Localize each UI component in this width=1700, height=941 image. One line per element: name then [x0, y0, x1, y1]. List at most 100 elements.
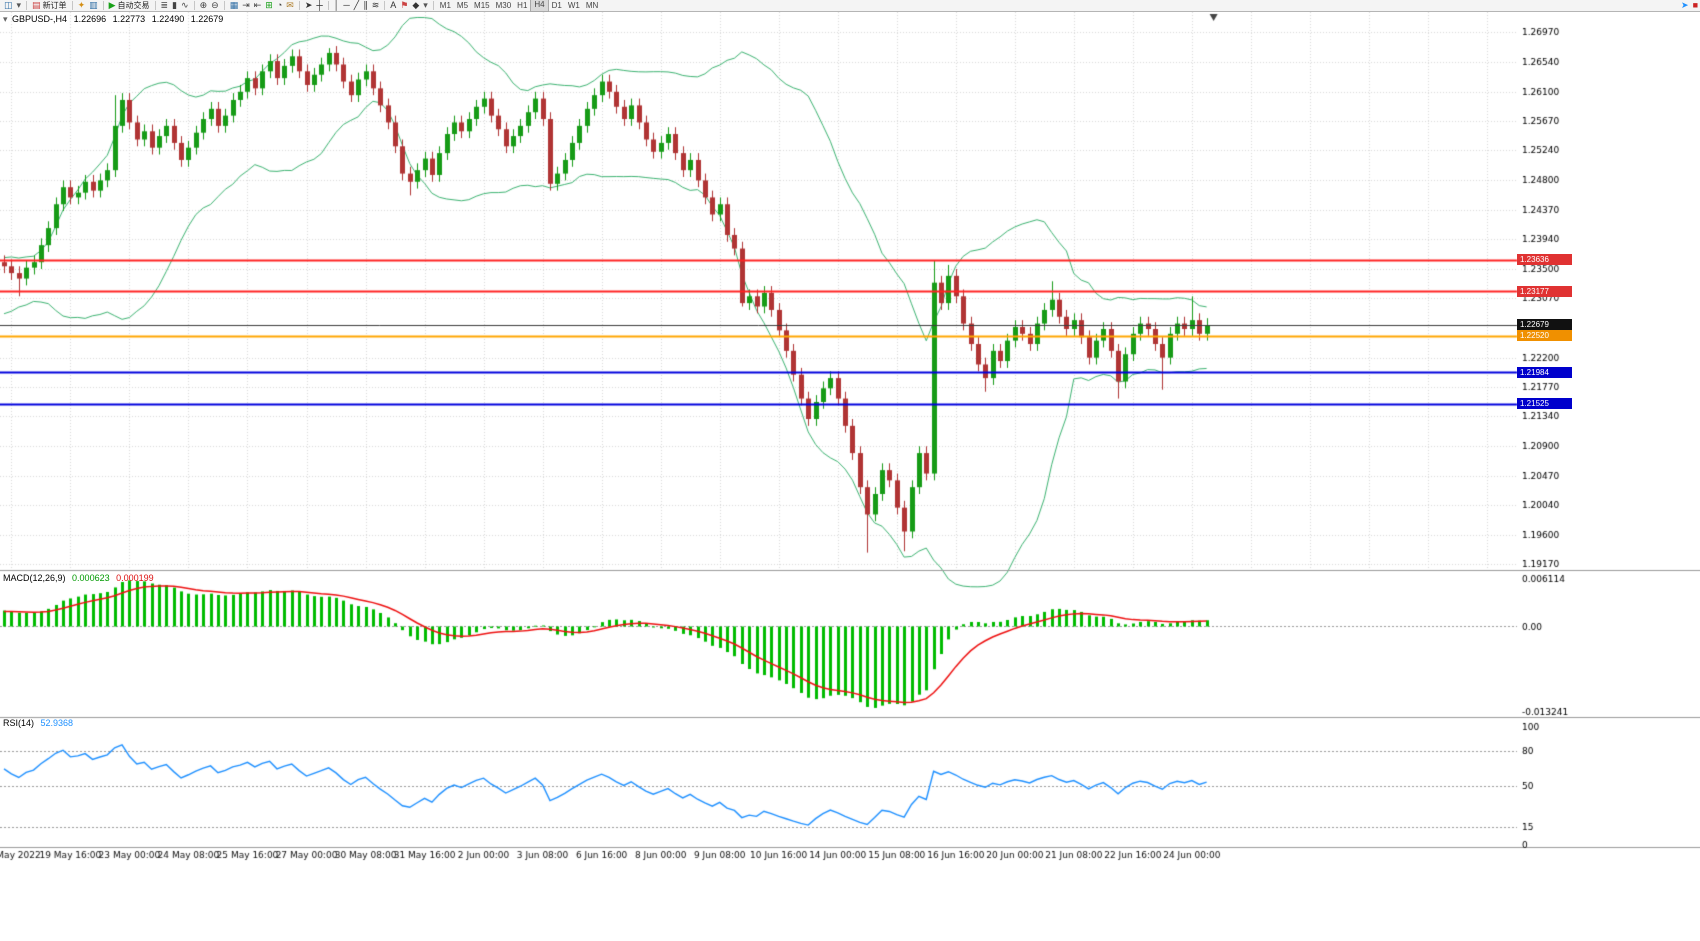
- trendline-icon: ╱: [353, 0, 360, 10]
- toolbar-separator: [298, 1, 300, 10]
- channel-icon: ∥: [363, 0, 368, 10]
- rsi-value: 52.9368: [40, 718, 74, 728]
- toolbar-separator: [102, 1, 104, 10]
- shapes-caret-icon[interactable]: ▾: [421, 0, 430, 11]
- zoom-in-icon: ⊕: [199, 0, 208, 10]
- macd-main-value: 0.000623: [72, 573, 110, 583]
- ohlc-close: 1.22679: [190, 14, 224, 24]
- crosshair-icon: ┼: [316, 0, 323, 10]
- candlestick-chart-icon[interactable]: ▮: [170, 0, 179, 11]
- fibonacci-icon: ≋: [371, 0, 380, 10]
- chart-shift-icon[interactable]: ⇤: [252, 0, 264, 11]
- auto-scroll-icon: ⇥: [242, 0, 250, 10]
- indicators-icon: ⊞: [265, 0, 273, 10]
- timeframe-mn-button[interactable]: MN: [585, 1, 599, 10]
- toolbar-separator: [154, 1, 156, 10]
- new-order-button: ▤: [32, 0, 41, 10]
- chart-area: ▾ GBPUSD-,H4 1.22696 1.22773 1.22490 1.2…: [0, 12, 1700, 941]
- price-tag-1.22679[interactable]: 1.22679: [1517, 319, 1572, 331]
- macd-signal-value: 0.000199: [116, 573, 154, 583]
- toolbar-separator: [327, 1, 329, 10]
- rsi-indicator-label: RSI(14) 52.9368: [3, 718, 77, 728]
- vertical-line-icon: │: [333, 0, 340, 10]
- chart-title: ▾ GBPUSD-,H4 1.22696 1.22773 1.22490 1.2…: [3, 14, 227, 25]
- macd-indicator-name: MACD(12,26,9): [3, 573, 66, 583]
- shapes-tool-icon: ◆: [412, 0, 420, 10]
- timeframe-m1-button[interactable]: M1: [439, 1, 451, 10]
- new-order-button[interactable]: ▤ 新订单: [30, 0, 69, 11]
- compass-icon: ✦: [77, 0, 86, 10]
- price-tag-1.23177[interactable]: 1.23177: [1517, 285, 1572, 297]
- bar-chart-icon: ≣: [160, 0, 169, 10]
- chart-window-icon[interactable]: ◫: [2, 0, 15, 11]
- cursor-icon: ➤: [304, 0, 313, 10]
- toolbar-separator: [384, 1, 386, 10]
- ohlc-low: 1.22490: [151, 14, 185, 24]
- shapes-caret-icon: ▾: [423, 0, 428, 10]
- toolbar-separator: [193, 1, 195, 10]
- macd-indicator-label: MACD(12,26,9) 0.000623 0.000199: [3, 573, 158, 583]
- timeframe-w1-button[interactable]: W1: [567, 1, 580, 10]
- autotrading-button-label: 自动交易: [117, 1, 150, 10]
- zoom-out-icon: ⊖: [211, 0, 219, 10]
- text-tool-icon: A: [390, 0, 397, 10]
- trendline-icon[interactable]: ╱: [352, 0, 361, 11]
- new-order-button-label: 新订单: [42, 1, 67, 10]
- price-tag-1.21984[interactable]: 1.21984: [1517, 366, 1572, 378]
- channel-icon[interactable]: ∥: [361, 0, 370, 11]
- auto-scroll-icon[interactable]: ⇥: [240, 0, 252, 11]
- timeframe-h4-button[interactable]: H4: [530, 0, 549, 12]
- price-chart-canvas[interactable]: [0, 12, 1700, 941]
- market-watch-icon[interactable]: ▥: [87, 0, 100, 11]
- autotrading-button[interactable]: ▶ 自动交易: [107, 0, 152, 11]
- bar-chart-icon[interactable]: ≣: [159, 0, 171, 11]
- tile-windows-icon: ▦: [229, 0, 239, 10]
- arrows-tool-icon: ⚑: [400, 0, 409, 10]
- chart-window-icon: ◫: [4, 0, 13, 10]
- chart-shift-icon: ⇤: [253, 0, 262, 10]
- cursor-icon[interactable]: ➤: [303, 0, 315, 11]
- indicators-icon[interactable]: ⊞: [263, 0, 275, 11]
- periods-icon: ◔: [276, 0, 283, 10]
- candlestick-chart-icon: ▮: [172, 0, 178, 10]
- pointer-notification-icon[interactable]: ➤: [1681, 0, 1689, 10]
- shapes-tool-icon[interactable]: ◆: [410, 0, 421, 11]
- vertical-line-icon[interactable]: │: [332, 0, 342, 11]
- toolbar: ◫ ▾ ▤ 新订单 ✦ ▥ ▶ 自动交易 ≣ ▮ ∿ ⊕ ⊖ ▦ ⇥ ⇤ ⊞ ◔ ✉ ➤ ┼ │ ─ ╱ ∥ ≋ A ⚑ ◆ ▾ M1 M5 M…: [0, 0, 1700, 12]
- toolbar-separator: [71, 1, 73, 10]
- toolbar-separator: [26, 1, 28, 10]
- zoom-out-icon[interactable]: ⊖: [209, 0, 221, 11]
- timeframe-m30-button[interactable]: M30: [495, 1, 512, 10]
- chart-symbol-title: GBPUSD-,H4: [12, 14, 68, 24]
- mail-icon[interactable]: ✉: [284, 0, 296, 11]
- ohlc-open: 1.22696: [73, 14, 107, 24]
- crosshair-icon[interactable]: ┼: [314, 0, 324, 11]
- arrows-tool-icon[interactable]: ⚑: [398, 0, 410, 11]
- timeframe-d1-button[interactable]: D1: [551, 1, 562, 10]
- chart-menu-icon[interactable]: ▾: [3, 14, 8, 24]
- zoom-in-icon[interactable]: ⊕: [198, 0, 210, 11]
- horizontal-line-icon: ─: [343, 0, 350, 10]
- timeframe-m5-button[interactable]: M5: [456, 1, 469, 10]
- ohlc-high: 1.22773: [112, 14, 146, 24]
- tile-windows-icon[interactable]: ▦: [228, 0, 241, 11]
- timeframe-m15-button[interactable]: M15: [474, 1, 490, 10]
- price-tag-1.23636[interactable]: 1.23636: [1517, 254, 1572, 266]
- fibonacci-icon[interactable]: ≋: [370, 0, 382, 11]
- toolbar-separator: [432, 1, 434, 10]
- compass-icon[interactable]: ✦: [76, 0, 88, 11]
- price-tag-1.22520[interactable]: 1.22520: [1517, 330, 1572, 342]
- toolbar-separator: [223, 1, 225, 10]
- alert-notification-icon[interactable]: ■: [1692, 0, 1698, 10]
- line-chart-icon[interactable]: ∿: [179, 0, 191, 11]
- rsi-indicator-name: RSI(14): [3, 718, 35, 728]
- market-watch-icon: ▥: [89, 0, 98, 10]
- periods-icon[interactable]: ◔: [275, 0, 284, 11]
- price-tag-1.21525[interactable]: 1.21525: [1517, 398, 1572, 410]
- horizontal-line-icon[interactable]: ─: [341, 0, 351, 11]
- text-tool-icon[interactable]: A: [388, 0, 398, 11]
- autotrading-button: ▶: [108, 0, 116, 10]
- dropdown-caret-icon[interactable]: ▾: [15, 0, 24, 11]
- timeframe-h1-button[interactable]: H1: [517, 1, 528, 10]
